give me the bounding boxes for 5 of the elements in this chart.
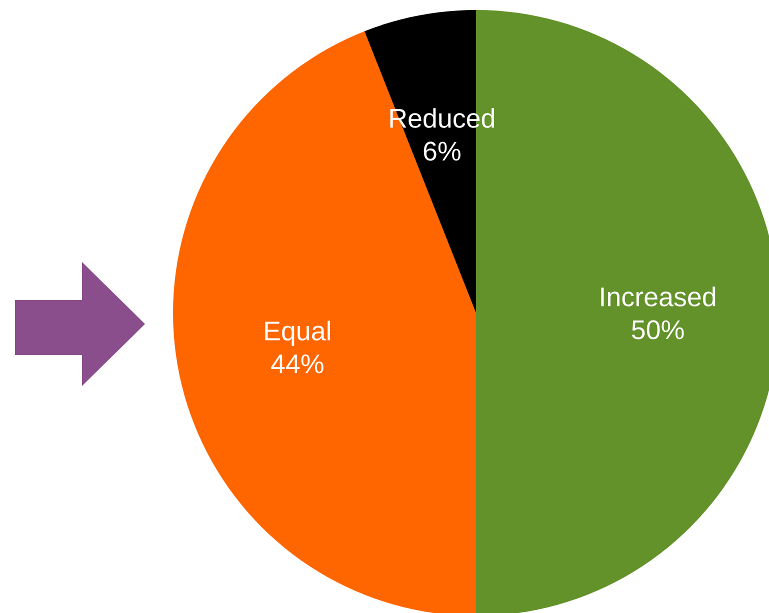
slice-label: Equal (265, 320, 330, 346)
data-label: 6% (424, 142, 460, 161)
data-label: 44% (271, 354, 324, 374)
slice-label: Increased (601, 286, 716, 306)
data-label: 50% (632, 320, 684, 340)
